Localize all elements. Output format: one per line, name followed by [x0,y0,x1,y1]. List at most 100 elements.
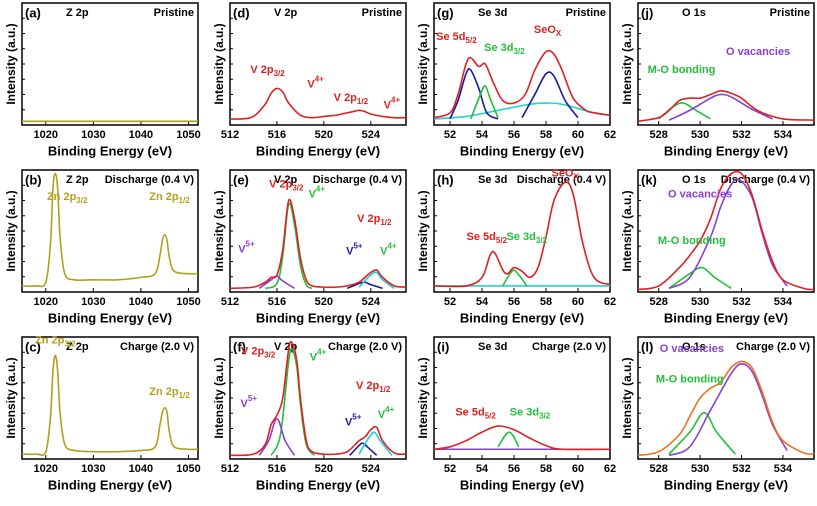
annotation-text: Se 3d [510,407,539,419]
x-tick-label: 532 [732,296,750,308]
annotation-text: V [384,99,392,111]
x-tick-label: 1040 [129,129,153,141]
panel-subtitle: Charge (2.0 V) [120,341,194,353]
annotation: Se 5d5/2 [467,231,508,245]
annotation-text: V [346,246,354,258]
spectrum-line [668,178,788,290]
spectrum-line [637,90,815,123]
annotation: Se 3d3/2 [507,231,548,245]
annotation: M-O bonding [658,235,726,247]
panel-subtitle: Pristine [770,7,810,19]
annotation-text: O vacancies [668,188,732,200]
x-tick-label: 534 [774,463,793,475]
x-tick-label: 52 [444,296,456,308]
spectrum-line [470,85,499,120]
x-tick-label: 1020 [34,296,58,308]
panel: 528 530 532 534 Binding Energy (eV) Intensity… [620,2,815,158]
x-tick-label: 516 [268,296,286,308]
y-axis-label: Intensity (a.u.) [620,357,634,438]
panel-title: Se 3d [478,341,507,353]
annotation-subscript: 5/2 [466,36,478,45]
x-tick-label: 52 [444,129,456,141]
annotation-text: V [378,409,386,421]
annotation: Zn 2p3/2 [35,335,76,349]
annotation: Zn 2p1/2 [149,191,190,205]
panel: 528 530 532 534 Binding Energy (eV) Intensity… [620,336,815,492]
annotation-text: V [345,416,353,428]
panel: 52 54 56 58 60 62 Binding Energy (eV) Intensity… [416,2,616,158]
spectrum-line [668,411,736,455]
x-tick-label: 524 [362,129,381,141]
x-tick-label: 534 [774,296,793,308]
x-tick-label: 530 [691,129,709,141]
x-axis-label: Binding Energy (eV) [460,477,584,492]
x-tick-label: 54 [476,463,489,475]
panel-label: (d) [233,5,250,20]
x-tick-label: 512 [221,463,239,475]
panel: 1020 1030 1040 1050 Binding Energy (eV) Inten… [4,2,201,158]
x-axis-label: Binding Energy (eV) [664,143,788,158]
x-tick-label: 1030 [81,296,105,308]
spectrum-line [668,266,732,290]
x-tick-label: 60 [572,463,584,475]
panel-title: V 2p [274,341,298,353]
annotation-text: V 2p [241,346,265,358]
annotation-text: SeO [552,168,574,180]
spectrum-line [229,198,407,290]
y-axis-label: Intensity (a.u.) [416,23,430,104]
annotation-text: V [307,79,315,91]
y-axis-label: Intensity (a.u.) [212,190,226,271]
x-tick-label: 60 [572,296,584,308]
x-tick-label: 1050 [176,463,200,475]
annotation-superscript: 4+ [385,405,394,414]
panel-label: (h) [437,172,454,187]
annotation: O vacancies [726,46,790,58]
spectrum-line [258,417,296,456]
annotation-superscript: 4+ [316,185,325,194]
annotation: V4+ [310,348,327,364]
panel-label: (a) [25,5,41,20]
panel: 1020 1030 1040 1050 Binding Energy (eV) Inten… [4,335,201,493]
annotation: V4+ [309,185,326,201]
x-tick-label: 520 [315,463,333,475]
annotation-subscript: 1/2 [179,391,191,400]
annotation: V5+ [238,239,255,255]
x-tick-label: 1050 [176,296,200,308]
annotation: V 2p3/2 [241,346,276,360]
spectrum-line [658,102,711,120]
spectrum-line [433,49,611,119]
y-axis-label: Intensity (a.u.) [620,190,634,271]
annotation: O vacancies [668,188,732,200]
annotation-superscript: 4+ [391,96,400,105]
panel-label: (e) [233,172,249,187]
plot-frame [21,2,199,126]
annotation-subscript: 3/2 [514,47,526,56]
x-tick-label: 532 [732,129,750,141]
annotation-subscript: X [574,173,580,182]
x-tick-label: 512 [221,296,239,308]
annotation-text: V 2p [269,179,293,191]
panel-title: V 2p [274,7,298,19]
annotation-subscript: 5/2 [496,236,508,245]
annotation: Zn 2p1/2 [149,386,190,400]
spectrum-line [358,431,393,456]
spectrum-line [497,431,520,448]
x-tick-label: 520 [315,296,333,308]
annotation-text: Zn 2p [35,335,65,347]
panel-label: (j) [641,5,653,20]
y-axis-label: Intensity (a.u.) [4,23,18,104]
x-axis-label: Binding Energy (eV) [256,310,380,325]
panel-title: Se 3d [478,174,507,186]
annotation-text: SeO [534,24,556,36]
annotation: V 2p1/2 [356,380,391,394]
spectrum-line [229,340,407,457]
x-tick-label: 1030 [81,129,105,141]
annotation-text: V [238,243,246,255]
spectrum-line [637,170,815,291]
annotation-text: V 2p [357,213,381,225]
annotation: V4+ [384,96,401,112]
annotation-subscript: 3/2 [264,351,276,360]
x-tick-label: 1040 [129,296,153,308]
panel: 512 516 520 524 Binding Energy (eV) Intensity… [212,169,407,325]
